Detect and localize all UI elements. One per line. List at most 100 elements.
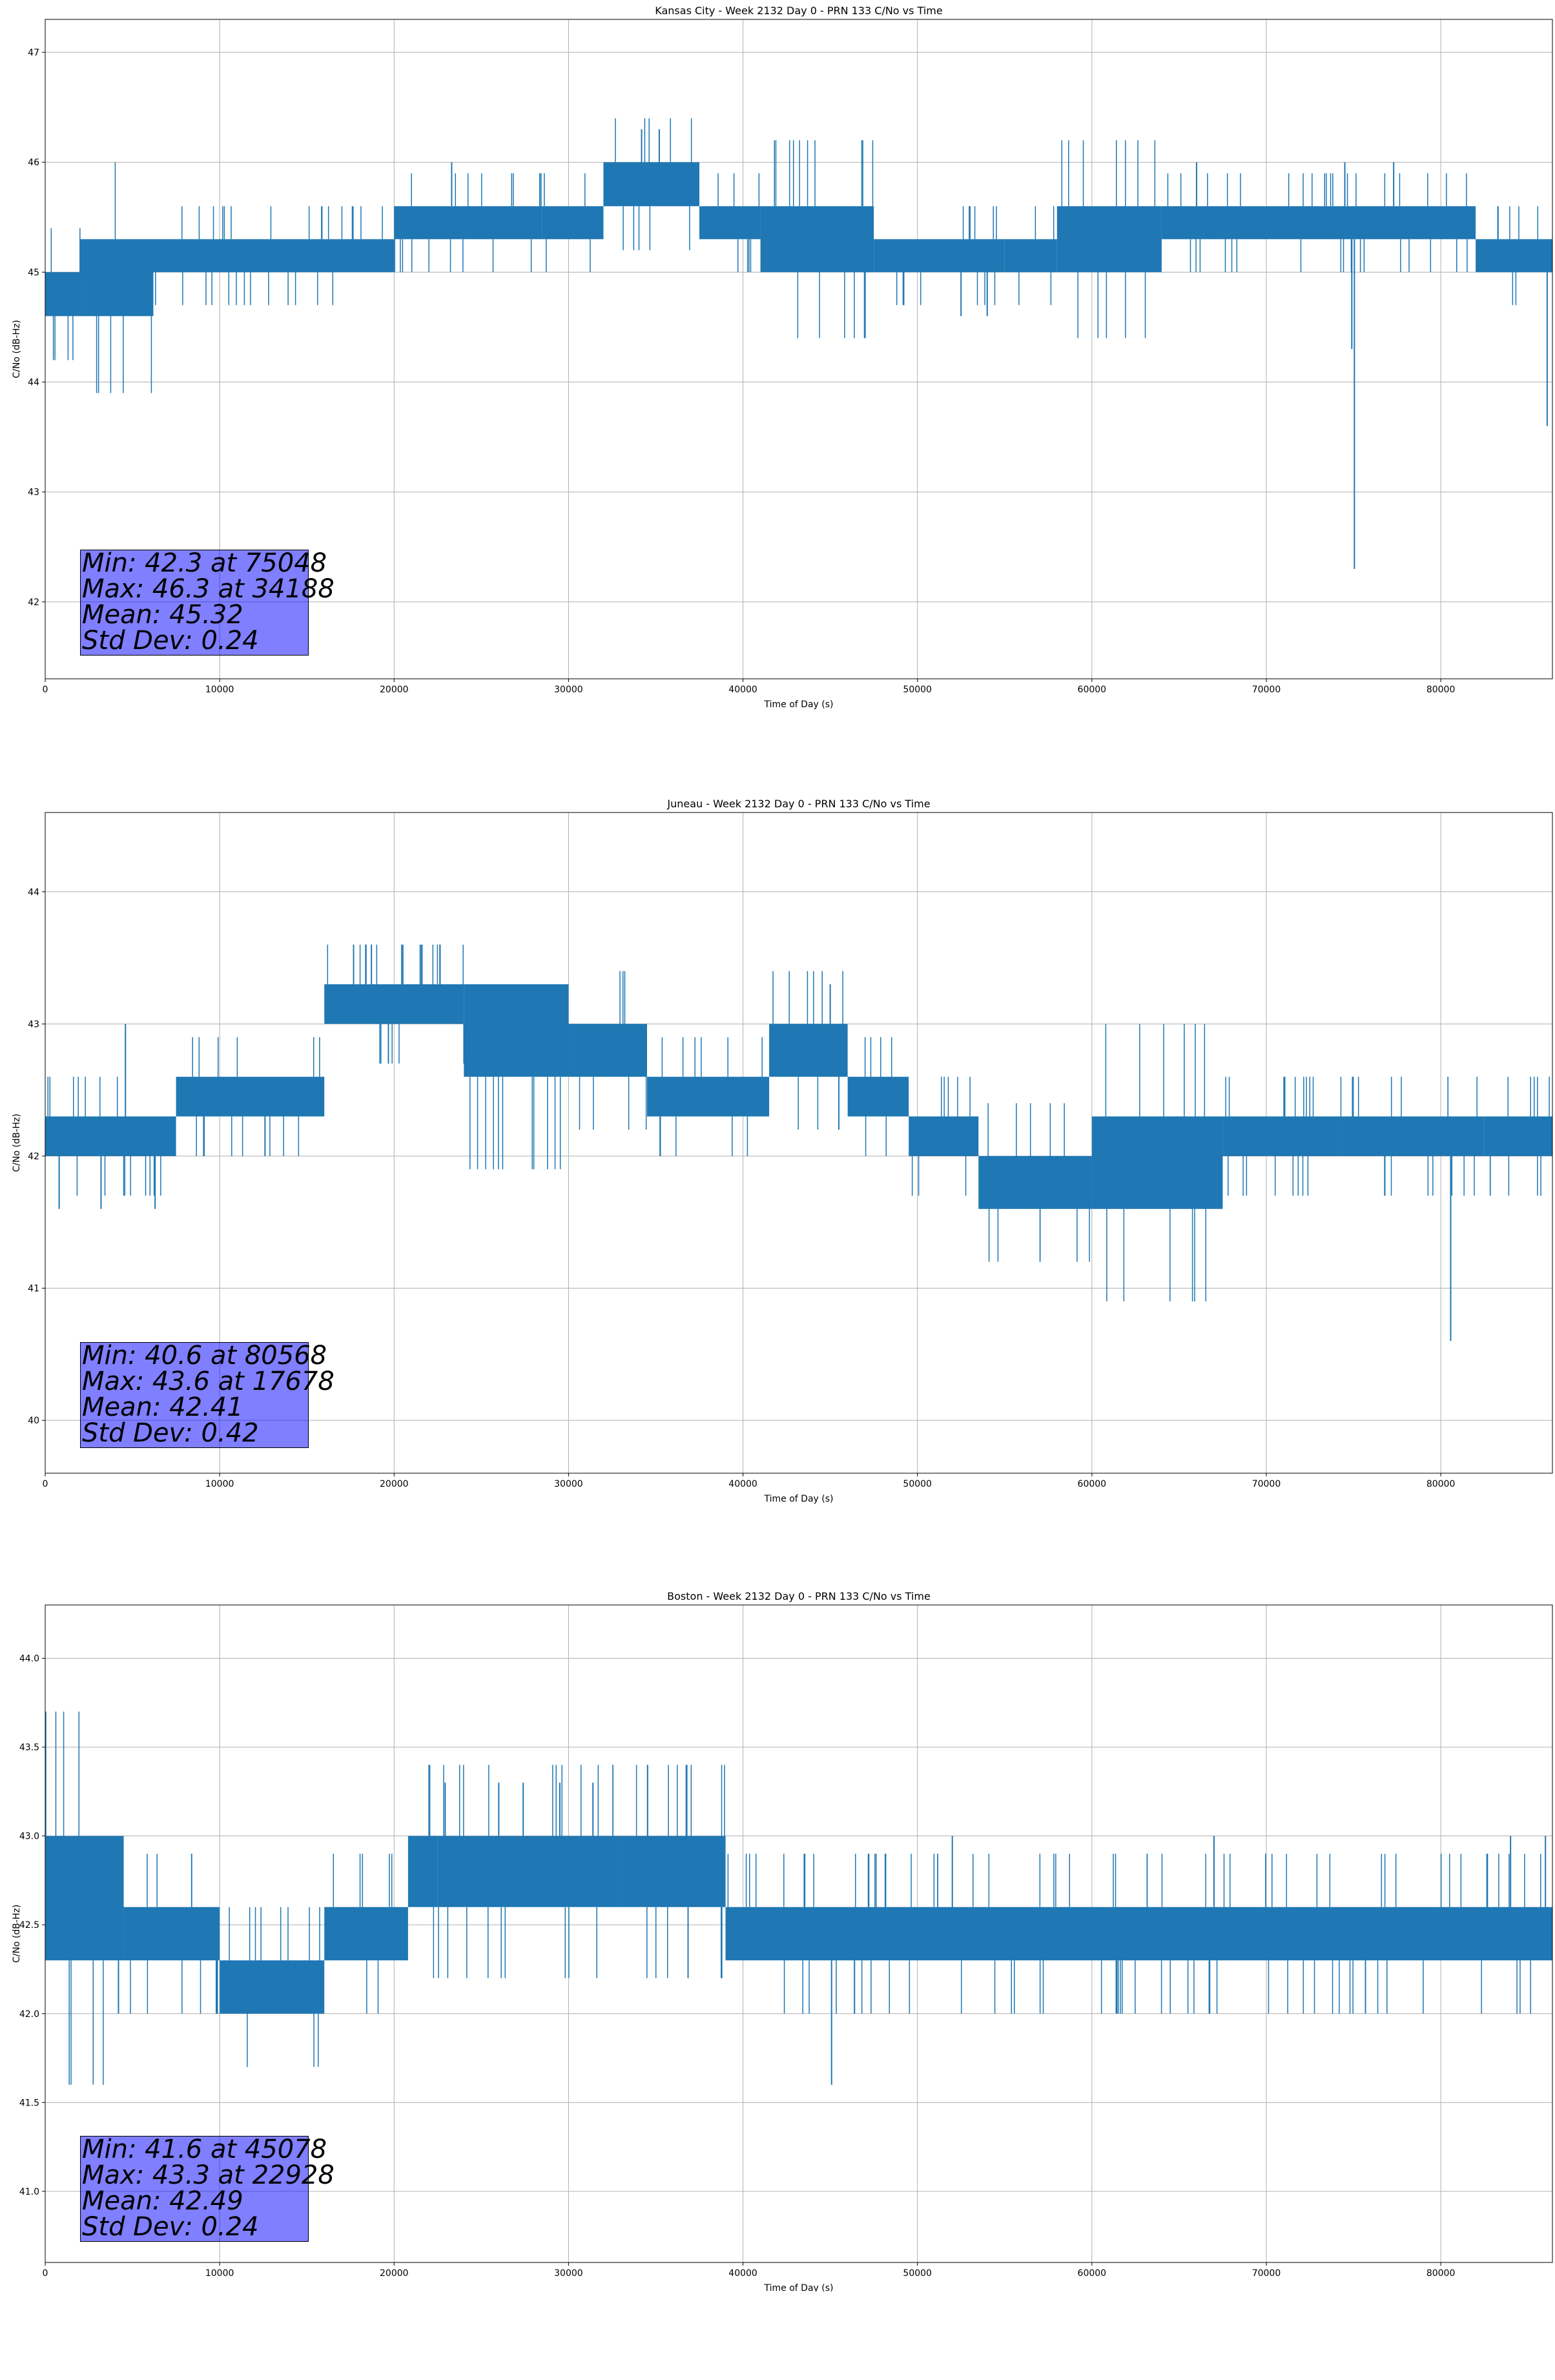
y-tick-label: 42.5 — [19, 1920, 39, 1930]
x-tick-label: 30000 — [554, 2268, 583, 2279]
x-tick-label: 60000 — [1078, 2268, 1107, 2279]
y-tick-label: 44 — [28, 378, 39, 388]
cno-band — [1484, 1116, 1552, 1156]
stat-max: Max: 46.3 at 34188 — [82, 574, 335, 604]
x-tick-label: 30000 — [554, 685, 583, 695]
cno-band — [1336, 1116, 1485, 1156]
x-tick-label: 10000 — [205, 2268, 234, 2279]
cno-band — [760, 206, 874, 273]
x-axis-label: Time of Day (s) — [764, 699, 834, 710]
x-tick-label: 30000 — [554, 1479, 583, 1489]
cno-band — [909, 1116, 979, 1156]
x-tick-label: 20000 — [380, 2268, 409, 2279]
y-tick-label: 40 — [28, 1416, 39, 1426]
cno-band — [874, 239, 1005, 273]
cno-band — [1161, 206, 1476, 240]
chart-kansas-city-svg: 0 10000 20000 30000 40000 50000 60000 70000 8000… — [12, 5, 1553, 710]
x-tick-label: 70000 — [1252, 1479, 1281, 1489]
cno-band — [45, 272, 81, 316]
x-tick-label: 50000 — [903, 1479, 932, 1489]
x-tick-label: 50000 — [903, 685, 932, 695]
cno-band — [847, 1077, 909, 1117]
x-tick-label: 80000 — [1426, 685, 1456, 695]
y-tick-label: 42.0 — [19, 2009, 39, 2020]
chart-boston-svg: 0 10000 20000 30000 40000 50000 60000 70000 8000… — [12, 1590, 1553, 2292]
x-tick-label: 70000 — [1252, 2268, 1281, 2279]
cno-series — [45, 944, 1552, 1341]
cno-band — [153, 239, 395, 273]
chart-kansas-city: 0 10000 20000 30000 40000 50000 60000 70000 8000… — [0, 0, 1555, 794]
x-tick-label: 40000 — [728, 2268, 757, 2279]
y-axis-label: C/No (dB-Hz) — [12, 1113, 22, 1172]
x-tick-label: 10000 — [205, 685, 234, 695]
cno-band — [978, 1155, 1092, 1209]
cno-band — [1004, 239, 1057, 273]
x-tick-label: 40000 — [728, 685, 757, 695]
chart-title: Juneau - Week 2132 Day 0 - PRN 133 C/No … — [666, 798, 930, 810]
stats-box-kansas-city: Min: 42.3 at 75048 Max: 46.3 at 34188 Me… — [80, 548, 335, 656]
stat-mean: Mean: 42.41 — [82, 1392, 243, 1422]
stat-max: Max: 43.6 at 17678 — [82, 1367, 335, 1396]
cno-series — [45, 1712, 1552, 2085]
stats-box-boston: Min: 41.6 at 45078 Max: 43.3 at 22928 Me… — [80, 2135, 335, 2242]
x-tick-label: 0 — [43, 685, 48, 695]
y-tick-label: 42 — [28, 1152, 39, 1162]
cno-band — [646, 1077, 770, 1117]
plot-frame — [45, 812, 1553, 1474]
stat-mean: Mean: 45.32 — [82, 600, 243, 630]
cno-band — [176, 1077, 325, 1117]
y-tick-label: 45 — [28, 267, 39, 278]
cno-band — [45, 1116, 176, 1156]
x-tick-label: 80000 — [1426, 2268, 1456, 2279]
cno-series — [45, 118, 1552, 569]
y-tick-label: 44.0 — [19, 1654, 39, 1664]
cno-band — [1476, 239, 1552, 273]
y-tick-label: 41.0 — [19, 2187, 39, 2197]
cno-band — [220, 1960, 325, 2014]
stat-min: Min: 42.3 at 75048 — [82, 548, 327, 578]
cno-band — [699, 206, 761, 240]
stat-std: Std Dev: 0.42 — [82, 1418, 259, 1448]
x-axis-label: Time of Day (s) — [764, 2283, 834, 2292]
chart-title: Kansas City - Week 2132 Day 0 - PRN 133 … — [655, 5, 942, 17]
cno-band — [1091, 1116, 1223, 1209]
cno-band — [324, 1907, 408, 1961]
y-tick-label: 41 — [28, 1284, 39, 1294]
x-tick-label: 60000 — [1078, 685, 1107, 695]
cno-band — [621, 1836, 726, 1907]
cno-band — [80, 239, 154, 316]
stat-min: Min: 41.6 at 45078 — [82, 2135, 327, 2164]
cno-band — [568, 1024, 647, 1077]
x-tick-label: 70000 — [1252, 685, 1281, 695]
cno-band — [542, 206, 604, 240]
cno-band — [45, 1836, 124, 1961]
y-tick-label: 43 — [28, 1019, 39, 1030]
plot-frame — [45, 1604, 1553, 2263]
cno-band — [437, 1836, 621, 1907]
plot-frame — [45, 19, 1553, 679]
x-axis-label: Time of Day (s) — [764, 1494, 834, 1504]
y-tick-label: 46 — [28, 158, 39, 168]
cno-band — [1222, 1116, 1337, 1156]
y-axis-label: C/No (dB-Hz) — [12, 1905, 22, 1963]
chart-boston: 0 10000 20000 30000 40000 50000 60000 70000 8000… — [0, 1586, 1555, 2380]
cno-band — [769, 1024, 848, 1077]
x-tick-label: 40000 — [728, 1479, 757, 1489]
y-axis-label: C/No (dB-Hz) — [12, 320, 22, 378]
stat-max: Max: 43.3 at 22928 — [82, 2160, 335, 2190]
cno-band — [603, 162, 700, 207]
stats-box-juneau: Min: 40.6 at 80568 Max: 43.6 at 17678 Me… — [80, 1341, 335, 1448]
chart-title: Boston - Week 2132 Day 0 - PRN 133 C/No … — [667, 1590, 931, 1602]
y-tick-label: 42 — [28, 597, 39, 608]
y-tick-label: 41.5 — [19, 2098, 39, 2108]
y-tick-label: 43 — [28, 488, 39, 498]
y-tick-label: 43.0 — [19, 1832, 39, 1842]
x-tick-label: 80000 — [1426, 1479, 1456, 1489]
cno-band — [394, 206, 542, 240]
stat-min: Min: 40.6 at 80568 — [82, 1341, 327, 1371]
stat-std: Std Dev: 0.24 — [82, 626, 259, 656]
cno-band — [123, 1907, 220, 1961]
cno-band — [407, 1836, 438, 1907]
y-tick-label: 43.5 — [19, 1743, 39, 1753]
x-tick-label: 20000 — [380, 685, 409, 695]
